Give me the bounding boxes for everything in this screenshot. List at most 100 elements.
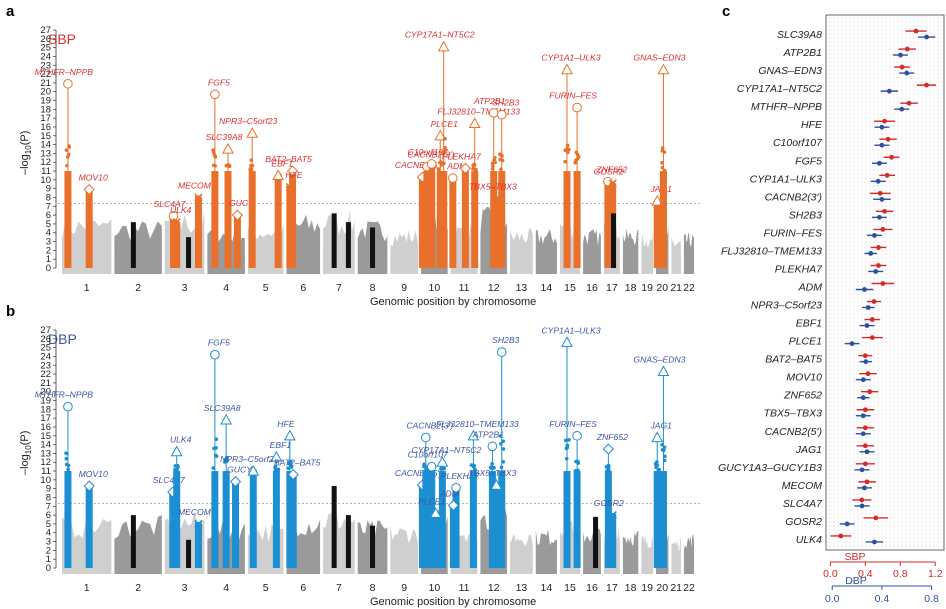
chromosome-band-chr12 [480,268,508,274]
chromosome-label-chr15: 15 [564,282,576,294]
dbp-point [849,341,855,347]
locus-label: FLJ32810–TMEM133 [437,106,520,116]
lead-snp-marker [220,413,233,425]
sbp-point [862,353,868,359]
locus-label: PLCE1 [418,496,445,506]
chromosome-background-chr14 [535,229,557,268]
locus-column [249,471,257,568]
y-tick-label: 16 [40,422,51,433]
sbp-point [869,335,875,341]
locus-snp-point [214,454,219,458]
sbp-axis-tick-label: 0.0 [823,568,838,580]
sbp-point [876,245,881,250]
locus-column [438,471,446,568]
sbp-point [884,172,890,178]
sbp-point [889,154,894,160]
lead-snp-marker [602,443,614,455]
lead-snp-marker [194,193,203,202]
lead-snp-marker [170,445,183,457]
lead-snp-marker [459,162,471,175]
chromosome-label-chr13: 13 [516,582,528,594]
chromosome-label-chr11: 11 [459,582,470,594]
sbp-point [885,136,891,142]
chromosome-band-chr13 [510,268,533,274]
chromosome-label-chr2: 2 [135,282,141,294]
locus-snp-point [286,466,290,470]
dbp-point [877,214,882,220]
lead-snp-marker [194,519,203,529]
locus-column [471,171,479,268]
locus-column [274,175,282,268]
locus-label: SLC4A7 [153,475,186,485]
forest-locus-label: ZNF652 [783,390,822,402]
locus-label: SH2B3 [492,335,519,345]
panel-b-ylabel: –log10(P) [19,431,33,475]
locus-column [194,197,202,268]
y-tick-label: 14 [40,140,51,151]
locus-column [233,215,241,268]
locus-label: C10orf107 [408,147,449,157]
chromosome-background-chr13 [510,533,533,568]
locus-column [222,471,230,568]
sbp-point [862,443,868,449]
chromosome-label-chr1: 1 [84,582,90,594]
locus-column [64,171,72,268]
y-tick-label: 0 [46,563,51,574]
lead-snp-marker [488,108,499,118]
locus-column [224,171,232,268]
chromosome-background-chr16 [583,528,601,568]
chromosome-band-chr22 [683,268,694,274]
locus-column [211,471,219,568]
y-tick-label: 9 [46,184,51,195]
locus-label: PLEKHA7 [442,151,482,161]
lead-snp-marker [467,429,480,441]
chromosome-band-chr8 [357,268,388,274]
locus-column [659,471,667,568]
locus-column [563,171,571,268]
locus-snp-point [66,463,71,468]
lead-snp-marker [437,40,450,52]
locus-label: GOSR2 [594,498,624,508]
locus-label: ZNF652 [595,165,627,175]
locus-snp-point [563,148,567,153]
locus-label: MOV10 [79,173,108,183]
y-tick-label: 9 [46,484,51,495]
sbp-point [877,190,883,196]
chromosome-label-chr4: 4 [223,582,229,594]
forest-locus-label: MTHFR–NPPB [751,101,822,113]
locus-snp-point [276,467,281,472]
y-tick-label: 10 [40,475,51,486]
locus-column [186,237,192,268]
locus-column [432,513,440,568]
lead-snp-marker [210,89,220,100]
dbp-point [868,251,874,256]
y-tick-label: 25 [40,43,51,54]
locus-column [423,171,431,268]
forest-locus-label: GNAS–EDN3 [758,65,822,77]
y-tick-label: 14 [40,440,51,451]
lead-snp-marker [490,479,503,490]
locus-column [573,171,581,268]
forest-locus-label: BAT2–BAT5 [765,354,822,366]
panel-b-label: b [6,303,15,320]
locus-label: HFE [277,419,294,429]
dbp-point [924,34,930,40]
dbp-point [879,196,885,202]
locus-column [331,213,337,268]
locus-label: GOSR2 [594,166,624,176]
locus-snp-point [501,439,506,444]
locus-column [653,201,661,268]
chromosome-band-chr17 [603,568,620,574]
dbp-point [879,124,885,130]
locus-column [469,471,477,568]
lead-snp-marker [451,482,461,493]
dbp-point [860,413,866,419]
chromosome-label-chr19: 19 [641,282,653,294]
sbp-point [862,425,868,431]
forest-locus-label: EBF1 [796,318,822,330]
sbp-axis-tick-label: 0.8 [893,568,908,580]
y-tick-label: 21 [40,378,51,389]
y-tick-label: 6 [46,210,51,221]
sbp-point [880,226,886,232]
panel-a-title: SBP [48,31,76,47]
